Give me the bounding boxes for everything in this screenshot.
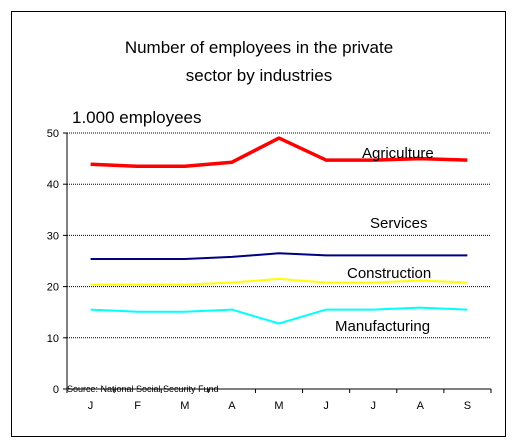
y-tick-label: 20 [47, 282, 59, 294]
y-tick-label: 0 [53, 384, 59, 396]
y-tick-label: 30 [47, 230, 59, 242]
series-line-services [90, 252, 468, 260]
source-note: Source: National Social Security Fund [67, 384, 219, 394]
y-axis-unit-label: 1.000 employees [72, 108, 202, 127]
series-label-agriculture: Agriculture [362, 145, 434, 162]
x-tick-label: J [323, 400, 329, 412]
y-tick-label: 40 [47, 179, 59, 191]
y-tick-label: 10 [47, 333, 59, 345]
x-tick-label: F [134, 400, 141, 412]
series-labels: Agriculture Services Construction Manufactu… [335, 145, 434, 335]
x-tick-label: M [180, 400, 189, 412]
series-label-services: Services [370, 215, 428, 232]
chart-title-line-2: sector by industries [185, 66, 333, 85]
series-line-agriculture [90, 136, 468, 169]
x-tick-label: J [88, 400, 94, 412]
series-line-manufacturing [90, 306, 468, 325]
series-label-construction: Construction [347, 265, 431, 282]
series-line-construction [90, 277, 468, 286]
chart-frame [11, 11, 506, 437]
x-tick-label: M [274, 400, 283, 412]
series-lines [90, 136, 468, 325]
series-label-manufacturing: Manufacturing [335, 318, 430, 335]
gridlines [67, 132, 491, 339]
chart-title-line-1: Number of employees in the private [124, 38, 394, 57]
x-tick-label: J [370, 400, 376, 412]
y-tick-label: 50 [47, 128, 59, 140]
x-tick-label: A [417, 400, 425, 412]
x-tick-label: A [228, 400, 236, 412]
x-tick-label: S [464, 400, 471, 412]
axes: 0 10 20 30 40 50 J F M A M J J A S [47, 128, 492, 412]
